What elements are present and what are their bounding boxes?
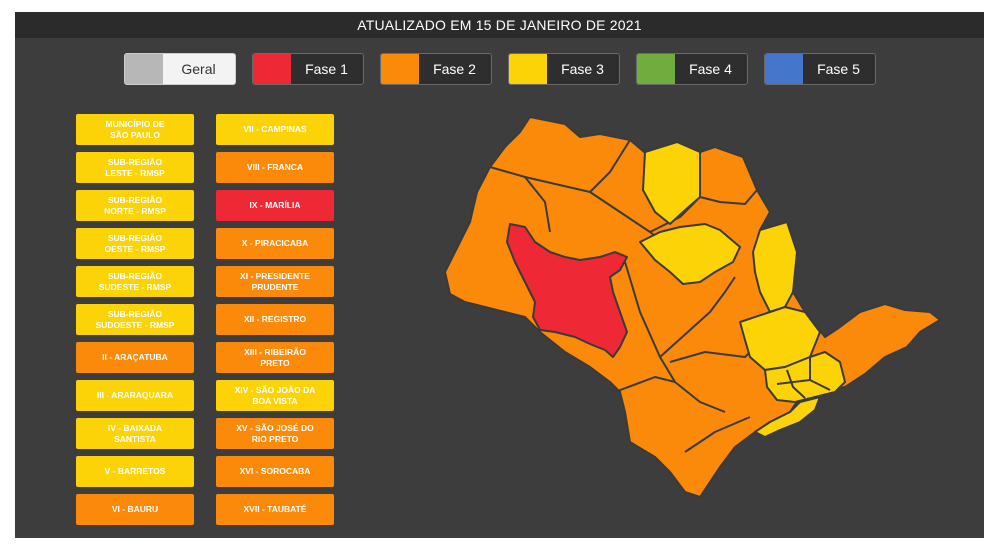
legend-swatch <box>764 54 803 84</box>
region-button[interactable]: XVI - SOROCABA <box>216 456 334 487</box>
region-button[interactable]: SUB-REGIÃO NORTE - RMSP <box>76 190 194 221</box>
region-border <box>614 376 676 393</box>
legend-label: Fase 4 <box>689 61 732 77</box>
barretos-region[interactable] <box>642 141 701 225</box>
region-button[interactable]: XIII - RIBEIRÃO PRETO <box>216 342 334 373</box>
region-button-grid: MUNICÍPIO DE SÃO PAULO VII - CAMPINAS SUB-R… <box>76 114 334 525</box>
region-button[interactable]: SUB-REGIÃO LESTE - RMSP <box>76 152 194 183</box>
region-button[interactable]: III - ARARAQUARA <box>76 380 194 411</box>
marilia-region[interactable] <box>506 223 628 358</box>
legend-fase-1-button[interactable]: Fase 1 <box>251 53 364 85</box>
legend-fase-2-button[interactable]: Fase 2 <box>379 53 492 85</box>
araraquara-region[interactable] <box>639 223 741 285</box>
legend-label: Geral <box>181 61 216 77</box>
rmsp-subregion-border <box>776 379 811 385</box>
legend-fase-4-button[interactable]: Fase 4 <box>635 53 748 85</box>
phase-legend: Geral Fase 1 Fase 2 Fase 3 Fase 4 Fase 5 <box>15 53 984 85</box>
legend-label: Fase 1 <box>305 61 348 77</box>
legend-fase-3-button[interactable]: Fase 3 <box>507 53 620 85</box>
legend-label: Fase 5 <box>817 61 860 77</box>
franca-region[interactable] <box>699 146 758 205</box>
legend-geral-button[interactable]: Geral <box>123 53 236 85</box>
legend-swatch <box>124 54 163 84</box>
region-border <box>659 276 736 358</box>
region-button[interactable]: VII - CAMPINAS <box>216 114 334 145</box>
region-border <box>624 261 726 413</box>
region-border <box>489 166 551 233</box>
region-button[interactable]: IV - BAIXADA SANTISTA <box>76 418 194 449</box>
region-button[interactable]: II - ARAÇATUBA <box>76 342 194 373</box>
region-border <box>684 416 751 453</box>
region-border <box>589 139 631 193</box>
rmsp-region[interactable] <box>764 351 846 403</box>
region-button[interactable]: MUNICÍPIO DE SÃO PAULO <box>76 114 194 145</box>
legend-label: Fase 3 <box>561 61 604 77</box>
region-button[interactable]: XVII - TAUBATÉ <box>216 494 334 525</box>
baixada-santista-region[interactable] <box>754 396 821 438</box>
legend-swatch <box>252 54 291 84</box>
region-button[interactable]: XII - REGISTRO <box>216 304 334 335</box>
legend-fase-5-button[interactable]: Fase 5 <box>763 53 876 85</box>
sao-paulo-state-map[interactable] <box>415 112 955 507</box>
legend-swatch <box>508 54 547 84</box>
region-button[interactable]: XIV - SÃO JOÃO DA BOA VISTA <box>216 380 334 411</box>
legend-label: Fase 2 <box>433 61 476 77</box>
region-button[interactable]: SUB-REGIÃO OESTE - RMSP <box>76 228 194 259</box>
region-button[interactable]: X - PIRACICABA <box>216 228 334 259</box>
legend-swatch <box>636 54 675 84</box>
legend-swatch <box>380 54 419 84</box>
region-button[interactable]: XI - PRESIDENTE PRUDENTE <box>216 266 334 297</box>
region-button[interactable]: VI - BAURU <box>76 494 194 525</box>
region-button[interactable]: IX - MARÍLIA <box>216 190 334 221</box>
region-button[interactable]: V - BARRETOS <box>76 456 194 487</box>
rmsp-subregion-border <box>786 369 806 399</box>
region-button[interactable]: SUB-REGIÃO SUDESTE - RMSP <box>76 266 194 297</box>
region-button[interactable]: XV - SÃO JOSÉ DO RIO PRETO <box>216 418 334 449</box>
region-button[interactable]: SUB-REGIÃO SUDOESTE - RMSP <box>76 304 194 335</box>
map-panel: ATUALIZADO EM 15 DE JANEIRO DE 2021 Gera… <box>15 12 984 538</box>
region-button[interactable]: VIII - FRANCA <box>216 152 334 183</box>
page-title: ATUALIZADO EM 15 DE JANEIRO DE 2021 <box>15 12 984 38</box>
